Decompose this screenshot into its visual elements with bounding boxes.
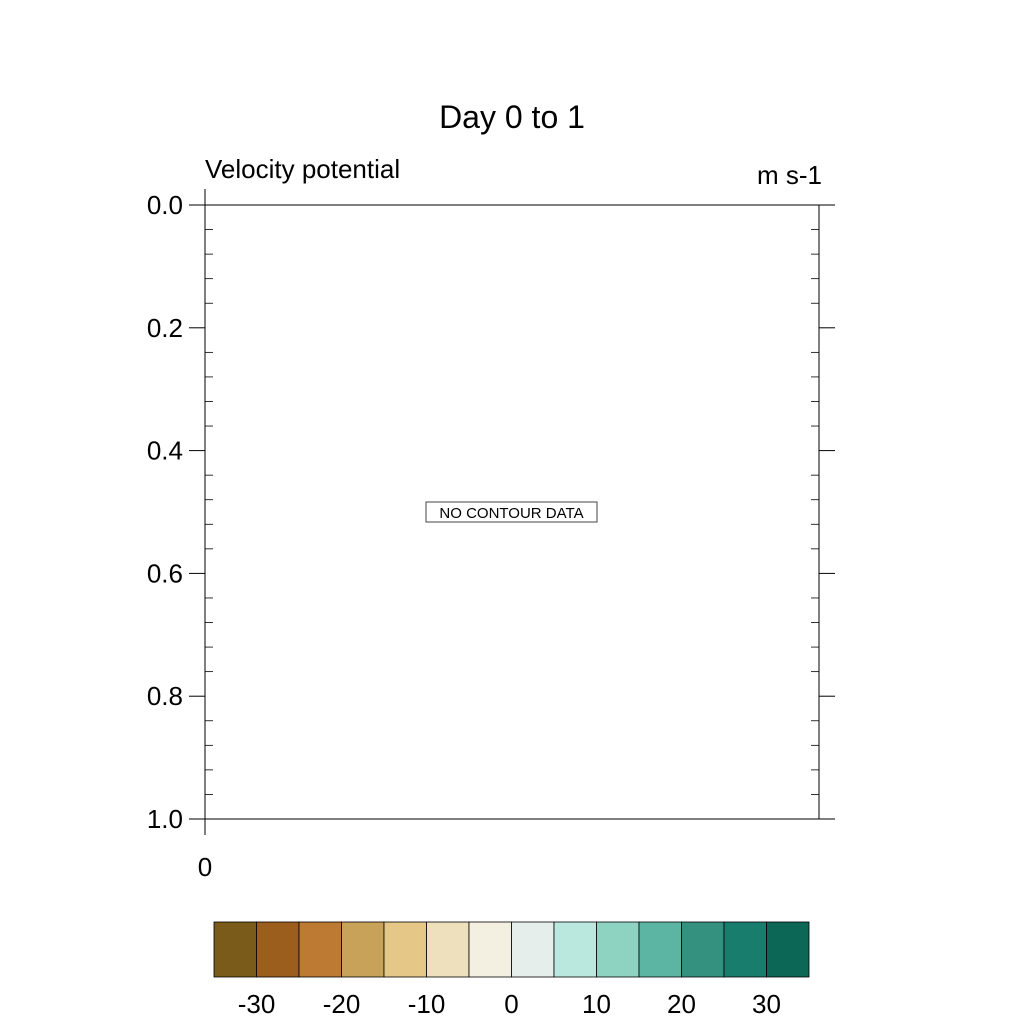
y-tick-label: 0.4 xyxy=(147,436,183,466)
colorbar-swatch xyxy=(723,921,767,978)
y-tick-label: 0.2 xyxy=(147,313,183,343)
y-tick-label: 0.0 xyxy=(147,190,183,220)
colorbar-swatch xyxy=(213,921,257,978)
colorbar-labels: -30 -20 -10 0 10 20 30 xyxy=(238,989,781,1019)
colorbar-swatch xyxy=(681,921,725,978)
no-data-message: NO CONTOUR DATA xyxy=(439,505,583,522)
colorbar-swatch xyxy=(383,921,427,978)
left-subtitle: Velocity potential xyxy=(205,154,400,184)
colorbar-swatch xyxy=(341,921,385,978)
colorbar-label: 10 xyxy=(582,989,611,1019)
colorbar-swatch xyxy=(256,921,300,978)
no-data-box: NO CONTOUR DATA xyxy=(425,501,598,523)
colorbar xyxy=(213,921,810,978)
colorbar-label: 20 xyxy=(667,989,696,1019)
colorbar-swatch xyxy=(553,921,597,978)
colorbar-label: 30 xyxy=(752,989,781,1019)
y-tick-label: 0.6 xyxy=(147,558,183,588)
x-tick-labels: 0 xyxy=(198,852,212,882)
colorbar-label: 0 xyxy=(504,989,518,1019)
x-tick-label: 0 xyxy=(198,852,212,882)
colorbar-swatch xyxy=(298,921,342,978)
colorbar-label: -30 xyxy=(238,989,276,1019)
colorbar-swatch xyxy=(511,921,555,978)
colorbar-label: -10 xyxy=(408,989,446,1019)
colorbar-swatch xyxy=(468,921,512,978)
y-tick-label: 0.8 xyxy=(147,681,183,711)
no-data-frame xyxy=(425,501,598,523)
colorbar-swatch xyxy=(766,921,810,978)
colorbar-swatch xyxy=(426,921,470,978)
axis-ticks xyxy=(189,189,835,835)
units-label: m s-1 xyxy=(757,160,822,190)
chart-title: Day 0 to 1 xyxy=(439,99,585,135)
y-tick-label: 1.0 xyxy=(147,804,183,834)
colorbar-label: -20 xyxy=(323,989,361,1019)
colorbar-swatch xyxy=(638,921,682,978)
colorbar-swatch xyxy=(596,921,640,978)
y-tick-labels: 0.0 0.2 0.4 0.6 0.8 1.0 xyxy=(147,190,183,834)
